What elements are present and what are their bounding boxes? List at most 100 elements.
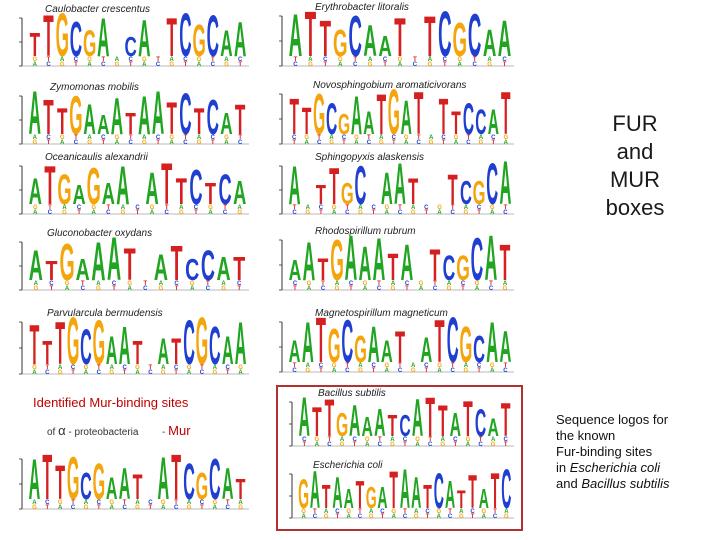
logo-letter: T — [166, 6, 177, 68]
logo-minor-letter: G — [324, 514, 329, 520]
logo-minor-letter: G — [487, 62, 492, 68]
logo-letter: G — [298, 470, 309, 517]
logo-minor-letter: A — [84, 500, 89, 506]
logo-minor-letter: T — [413, 57, 417, 63]
logo-minor-letter: T — [319, 368, 323, 374]
logo-minor-letter: G — [60, 135, 65, 141]
logo-minor-letter: T — [174, 370, 178, 376]
logo-minor-letter: T — [504, 442, 508, 448]
logo-minor-letter: C — [143, 286, 148, 292]
logo-letter: C — [443, 248, 456, 287]
logo-minor-letter: A — [358, 363, 363, 369]
logo-minor-letter: T — [81, 281, 85, 287]
logo-minor-letter: T — [398, 363, 402, 369]
logo-minor-letter: C — [443, 57, 448, 63]
logo-letter: T — [45, 256, 57, 287]
logo-minor-letter: C — [377, 286, 382, 292]
figure-caption: Sequence logos for the known Fur-binding… — [556, 412, 716, 492]
logo-minor-letter: C — [425, 509, 430, 515]
logo-minor-letter: G — [62, 210, 67, 216]
logo-letter: G — [56, 0, 69, 69]
logo-minor-letter: G — [60, 62, 65, 68]
logo-minor-letter: T — [367, 135, 371, 141]
logo-minor-letter: C — [165, 210, 170, 216]
logo-minor-letter: T — [211, 57, 215, 63]
logo-minor-letter: G — [358, 210, 363, 216]
logo-minor-letter: G — [503, 135, 508, 141]
logo-letter: T — [377, 82, 387, 146]
logo-letter: A — [97, 6, 109, 68]
logo-letter: A — [499, 324, 511, 373]
logo-letter: A — [299, 386, 310, 449]
side-title: FUR and MUR boxes — [585, 110, 685, 222]
logo-letter: G — [459, 318, 472, 375]
species-label: Sphingopyxis alaskensis — [315, 152, 424, 163]
logo-letter: G — [366, 481, 377, 516]
logo-letter: T — [388, 410, 398, 444]
logo-minor-letter: T — [143, 281, 147, 287]
logo-letter: G — [87, 159, 101, 216]
logo-letter: C — [209, 447, 221, 511]
logo-minor-letter: A — [390, 437, 395, 443]
logo-minor-letter: A — [482, 514, 487, 520]
logo-minor-letter: T — [473, 57, 477, 63]
logo-letter: T — [356, 475, 365, 518]
logo-minor-letter: A — [224, 57, 229, 63]
logo-minor-letter: G — [428, 62, 433, 68]
logo-minor-letter: C — [504, 437, 509, 443]
logo-minor-letter: C — [380, 509, 385, 515]
logo-minor-letter: T — [345, 363, 349, 369]
logo-minor-letter: G — [127, 281, 132, 287]
logo-minor-letter: T — [353, 57, 357, 63]
logo-minor-letter: G — [391, 509, 396, 515]
logo-minor-letter: T — [293, 286, 297, 292]
logo-letter: T — [439, 89, 449, 146]
logo-minor-letter: A — [150, 210, 155, 216]
logo-minor-letter: A — [238, 205, 243, 211]
logo-minor-letter: A — [84, 370, 89, 376]
logo-minor-letter: A — [306, 205, 311, 211]
logo-minor-letter: A — [385, 210, 390, 216]
logo-minor-letter: C — [448, 514, 453, 520]
logo-minor-letter: A — [340, 437, 345, 443]
logo-minor-letter: C — [101, 135, 106, 141]
logo-minor-letter: A — [58, 365, 63, 371]
logo-minor-letter: G — [340, 442, 345, 448]
logo-minor-letter: G — [346, 509, 351, 515]
logo-minor-letter: T — [477, 368, 481, 374]
logo-minor-letter: A — [304, 140, 309, 146]
logo-minor-letter: A — [379, 135, 384, 141]
logo-letter: A — [349, 397, 360, 446]
logo-minor-letter: G — [304, 135, 309, 141]
logo-minor-letter: G — [365, 437, 370, 443]
logo-letter: C — [80, 318, 92, 375]
logo-minor-letter: A — [458, 62, 463, 68]
logo-letter: T — [55, 456, 65, 510]
logo-letter: A — [289, 1, 302, 70]
logo-minor-letter: G — [332, 363, 337, 369]
logo-minor-letter: G — [87, 140, 92, 146]
logo-minor-letter: C — [398, 210, 403, 216]
logo-minor-letter: C — [493, 514, 498, 520]
logo-minor-letter: G — [142, 57, 147, 63]
logo-minor-letter: A — [115, 140, 120, 146]
logo-minor-letter: T — [112, 286, 116, 292]
logo-letter: A — [400, 457, 410, 520]
logo-letter: T — [414, 81, 424, 148]
logo-minor-letter: C — [392, 135, 397, 141]
logo-letter: T — [320, 11, 332, 68]
logo-minor-letter: T — [211, 140, 215, 146]
logo-minor-letter: T — [358, 509, 362, 515]
logo-letter: A — [485, 223, 498, 294]
logo-letter: A — [381, 164, 393, 215]
logo-letter: A — [157, 330, 169, 371]
logo-minor-letter: A — [187, 500, 192, 506]
logo-minor-letter: G — [307, 281, 312, 287]
logo-minor-letter: T — [467, 135, 471, 141]
logo-minor-letter: G — [135, 365, 140, 371]
logo-minor-letter: C — [122, 505, 127, 511]
logo-minor-letter: A — [490, 368, 495, 374]
logo-letter: C — [348, 5, 361, 70]
